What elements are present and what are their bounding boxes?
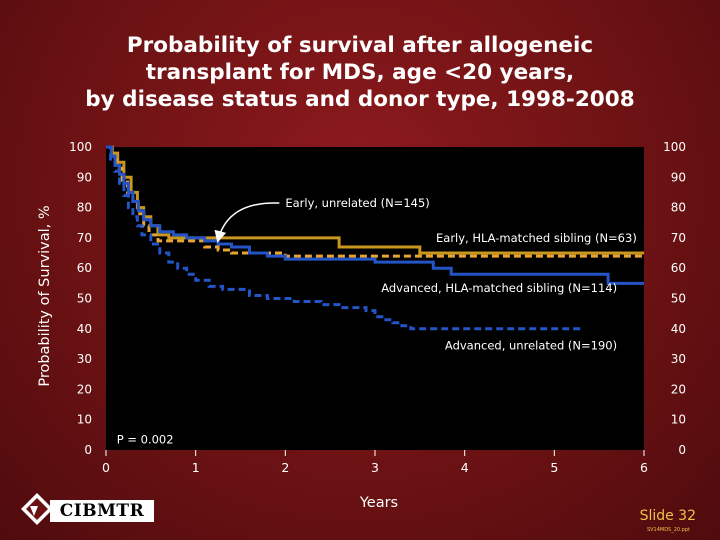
y-tick-label-right: 100 [663, 140, 686, 154]
y-tick-label-right: 30 [671, 352, 686, 366]
x-tick-label: 2 [281, 460, 289, 475]
y-tick-label-left: 30 [77, 352, 92, 366]
x-tick-label: 4 [461, 460, 469, 475]
logo-text: CIBMTR [50, 500, 154, 522]
cibmtr-logo-mark [21, 493, 53, 525]
y-tick-label-right: 60 [671, 261, 686, 275]
series-annotation-5: P = 0.002 [117, 432, 174, 446]
series-annotation-2: Early, HLA-matched sibling (N=63) [436, 231, 637, 245]
y-tick-label-left: 60 [77, 261, 92, 275]
x-tick-label: 0 [102, 460, 110, 475]
y-tick-label-right: 40 [671, 322, 686, 336]
y-tick-label-left: 0 [84, 443, 92, 457]
title-line-1: Probability of survival after allogeneic [126, 33, 594, 58]
y-tick-label-left: 90 [77, 170, 92, 184]
x-tick-label: 3 [371, 460, 379, 475]
series-annotation-4: Advanced, unrelated (N=190) [445, 338, 617, 352]
y-tick-label-right: 0 [678, 443, 686, 457]
y-tick-label-right: 20 [671, 382, 686, 396]
y-tick-label-right: 90 [671, 170, 686, 184]
y-tick-label-left: 50 [77, 292, 92, 306]
x-tick-label: 6 [640, 460, 648, 475]
y-tick-label-right: 70 [671, 231, 686, 245]
x-tick-label: 5 [550, 460, 558, 475]
y-tick-label-left: 40 [77, 322, 92, 336]
y-tick-label-right: 50 [671, 292, 686, 306]
y-tick-label-right: 10 [671, 413, 686, 427]
chart-title: Probability of survival after allogeneic… [0, 32, 720, 113]
x-tick-label: 1 [192, 460, 200, 475]
slide-file-name: SV14MDS_20.ppt [646, 527, 690, 533]
x-axis-label: Years [359, 495, 398, 511]
slide-number: Slide 32 [639, 508, 696, 524]
series-line-3 [106, 145, 644, 285]
plot-area [106, 147, 644, 450]
series-annotation-3: Advanced, HLA-matched sibling (N=114) [381, 281, 617, 295]
y-tick-label-left: 10 [77, 413, 92, 427]
y-tick-label-right: 80 [671, 201, 686, 215]
series-line-4 [106, 145, 582, 331]
y-tick-label-left: 20 [77, 382, 92, 396]
y-tick-label-left: 70 [77, 231, 92, 245]
y-tick-label-left: 80 [77, 201, 92, 215]
series-annotation-1: Early, unrelated (N=145) [285, 196, 429, 210]
title-line-3: by disease status and donor type, 1998-2… [85, 87, 635, 112]
cibmtr-logo: CIBMTR [20, 492, 155, 526]
y-tick-label-left: 100 [69, 140, 92, 154]
title-line-2: transplant for MDS, age <20 years, [145, 60, 575, 85]
series-line-2 [106, 145, 644, 258]
annotation-arrow [214, 202, 280, 243]
